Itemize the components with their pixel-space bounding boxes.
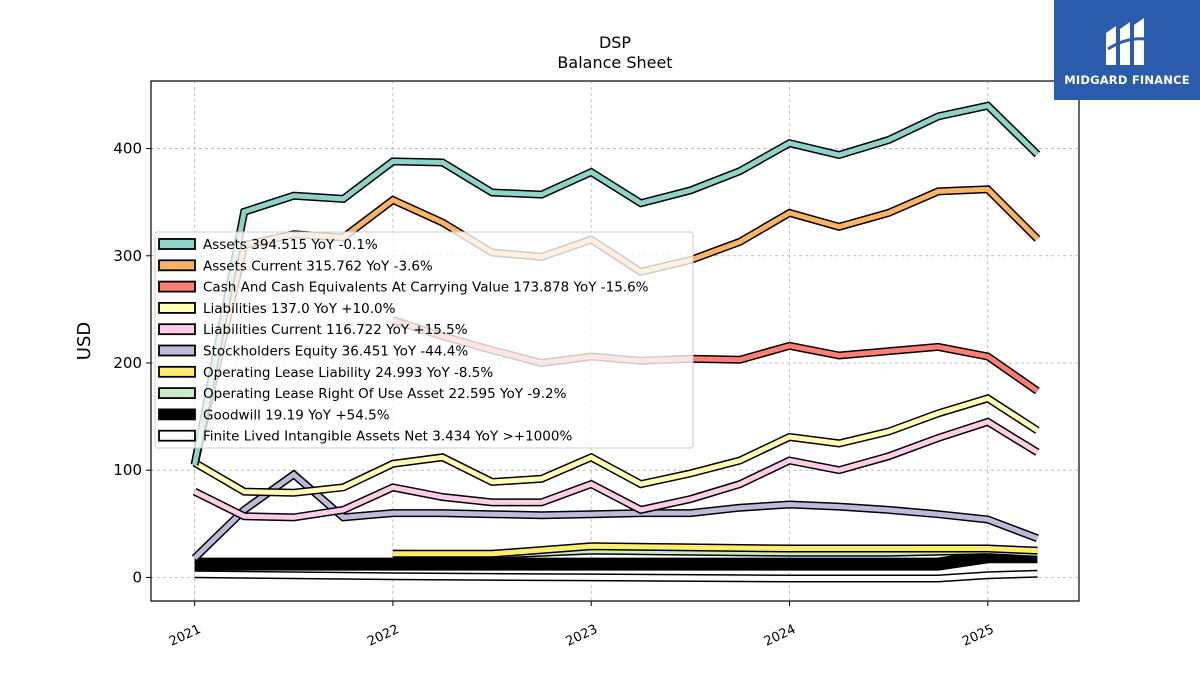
series-line	[194, 571, 1038, 581]
legend-entry: Assets Current 315.762 YoY -3.6%	[203, 258, 433, 274]
legend-entry: Finite Lived Intangible Assets Net 3.434…	[203, 429, 572, 445]
y-tick-label: 300	[113, 247, 142, 265]
legend-entry: Assets 394.515 YoY -0.1%	[203, 237, 378, 253]
logo-mark-icon	[1106, 18, 1147, 65]
series-line	[392, 543, 1038, 557]
legend-swatch	[158, 429, 196, 442]
legend-entry: Liabilities Current 116.722 YoY +15.5%	[203, 322, 468, 338]
chart-title: DSP	[599, 33, 631, 52]
series-line	[193, 419, 1039, 520]
legend-swatch	[158, 408, 196, 421]
legend-entry: Operating Lease Liability 24.993 YoY -8.…	[203, 365, 493, 381]
legend-swatch	[158, 301, 196, 314]
legend-swatch	[158, 387, 196, 400]
chart-subtitle: Balance Sheet	[557, 53, 672, 72]
legend-swatch	[158, 259, 196, 272]
logo-brand-text: MIDGARD FINANCE	[1064, 73, 1190, 87]
legend-box	[154, 231, 694, 449]
legend-swatch	[158, 280, 196, 293]
legend-entry: Operating Lease Right Of Use Asset 22.59…	[203, 386, 567, 402]
series-line	[193, 395, 1039, 496]
legend-swatch	[158, 344, 196, 357]
y-tick-label: 0	[132, 568, 142, 586]
x-tick-label: 2024	[762, 622, 798, 650]
y-axis-label: USD	[74, 322, 95, 360]
legend-entry: Goodwill 19.19 YoY +54.5%	[203, 407, 390, 423]
legend-entry: Liabilities 137.0 YoY +10.0%	[203, 301, 396, 317]
series-line-outline	[194, 550, 1038, 571]
y-tick-label: 400	[113, 140, 142, 158]
legend-entry: Cash And Cash Equivalents At Carrying Va…	[203, 280, 649, 296]
series-line	[192, 102, 1040, 466]
legend-swatch	[158, 323, 196, 336]
x-tick-label: 2021	[167, 622, 203, 650]
y-tick-label: 200	[113, 354, 142, 372]
y-tick-label: 100	[113, 461, 142, 479]
x-tick-label: 2025	[960, 622, 996, 650]
legend-swatch	[158, 365, 196, 378]
legend: Assets 394.515 YoY -0.1% Assets Current 3…	[154, 231, 694, 449]
plot-frame	[150, 80, 1080, 602]
logo: MIDGARD FINANCE	[1054, 0, 1200, 100]
legend-entry: Stockholders Equity 36.451 YoY -44.4%	[203, 344, 468, 360]
legend-swatch	[158, 238, 196, 250]
x-tick-label: 2023	[564, 622, 600, 650]
x-tick-label: 2022	[365, 622, 401, 650]
